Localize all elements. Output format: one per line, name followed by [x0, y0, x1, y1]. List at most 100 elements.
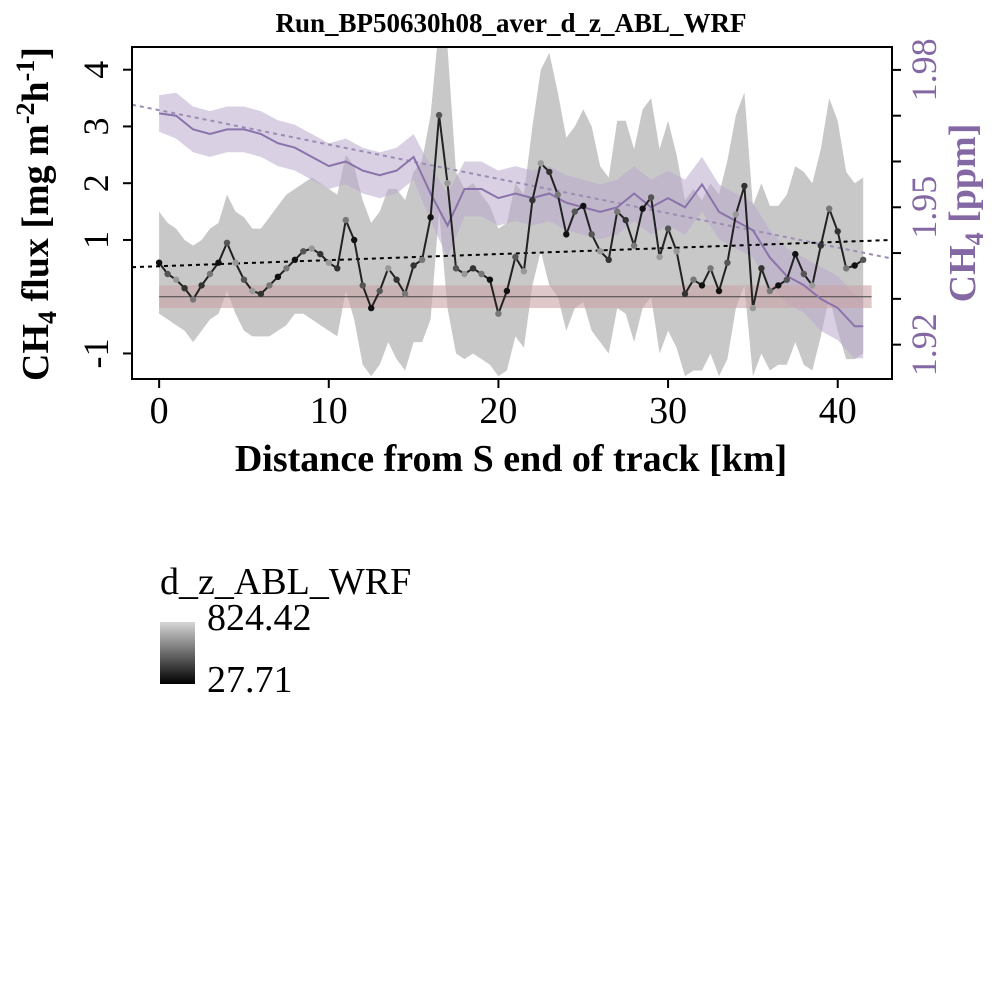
y-right-tick-label: 1.95: [904, 176, 944, 239]
flux-point: [860, 256, 867, 263]
flux-point: [410, 262, 417, 269]
flux-point: [232, 259, 239, 266]
flux-point: [495, 310, 502, 317]
flux-point: [172, 276, 180, 283]
flux-point: [164, 270, 171, 278]
flux-point: [681, 290, 689, 298]
flux-point: [529, 197, 536, 204]
flux-point: [749, 304, 757, 312]
flux-point: [257, 290, 265, 298]
flux-point: [834, 228, 841, 235]
flux-point: [198, 282, 205, 289]
flux-point: [351, 236, 358, 244]
flux-point: [155, 259, 163, 266]
flux-point: [546, 168, 553, 176]
flux-point: [673, 248, 680, 255]
legend-min-value: 27.71: [207, 659, 293, 701]
flux-point: [317, 250, 324, 258]
ch4-uncertainty-band: [159, 92, 864, 359]
flux-point: [291, 256, 299, 263]
flux-point: [817, 242, 824, 249]
flux-point: [698, 282, 706, 289]
flux-point: [639, 205, 646, 212]
flux-point: [249, 287, 256, 295]
y-left-tick-label: -1: [76, 339, 116, 369]
flux-point: [622, 216, 629, 224]
flux-point: [325, 259, 332, 266]
flux-point: [300, 248, 307, 255]
flux-point: [766, 287, 774, 295]
flux-point: [800, 270, 807, 278]
flux-point: [486, 276, 494, 283]
x-tick-label: 30: [649, 390, 687, 432]
flux-point: [563, 231, 570, 238]
ch4-trend-line: [132, 103, 892, 260]
flux-point: [707, 265, 714, 272]
flux-point: [478, 270, 485, 278]
flux-point: [715, 287, 723, 295]
x-tick-label: 20: [479, 390, 517, 432]
flux-point: [605, 256, 612, 263]
ch4-line: [158, 112, 864, 328]
plot-frame: [131, 46, 893, 380]
flux-point: [656, 253, 663, 261]
flux-point: [308, 245, 315, 252]
flux-point: [469, 265, 477, 272]
flux-point: [334, 265, 341, 272]
flux-point: [181, 285, 188, 292]
flux-point: [512, 253, 519, 261]
flux-point: [206, 270, 214, 278]
flux-point: [647, 194, 655, 201]
flux-point: [826, 205, 833, 212]
x-tick-label: 10: [310, 390, 348, 432]
y-left-tick-label: 1: [76, 231, 116, 249]
flux-point: [724, 259, 731, 266]
flux-point: [843, 265, 850, 272]
flux-point: [664, 225, 672, 232]
y-axis-right-label: CH4 [ppm]: [942, 124, 989, 303]
flux-point: [537, 160, 544, 167]
x-tick-label: 40: [819, 390, 857, 432]
y-left-tick-label: 4: [76, 61, 116, 79]
legend-max-value: 824.42: [207, 597, 312, 639]
flux-point: [503, 287, 511, 295]
y-axis-right: 1.92 1.95 1.98: [892, 38, 944, 376]
flux-point: [385, 265, 392, 272]
flux-point: [630, 242, 638, 249]
y-right-tick-label: 1.92: [904, 313, 944, 376]
flux-point: [401, 290, 409, 298]
x-tick-label: 0: [150, 390, 169, 432]
flux-point: [444, 180, 451, 187]
flux-point: [189, 296, 197, 303]
flux-point: [240, 276, 248, 283]
flux-point: [342, 216, 349, 224]
flux-point: [614, 208, 621, 215]
flux-point: [792, 250, 799, 258]
flux-point: [376, 287, 383, 295]
flux-point: [283, 265, 290, 272]
y-right-tick-label: 1.98: [904, 38, 944, 101]
flux-point: [461, 270, 468, 278]
flux-point: [783, 276, 790, 283]
flux-point: [418, 256, 426, 263]
plot-area: [132, 47, 892, 377]
flux-point: [266, 282, 273, 289]
flux-point: [588, 231, 595, 238]
flux-points: [155, 111, 867, 317]
flux-point: [368, 304, 375, 312]
y-axis-left: -1 1 2 3 4: [76, 61, 132, 369]
flux-point: [215, 259, 222, 266]
chart-title: Run_BP50630h08_aver_d_z_ABL_WRF: [275, 8, 746, 38]
flux-point: [690, 276, 697, 283]
flux-point: [435, 111, 443, 119]
flux-point: [758, 265, 765, 272]
flux-point: [597, 248, 604, 255]
y-left-tick-label: 3: [76, 118, 116, 136]
flux-point: [571, 208, 578, 215]
flux-point: [274, 273, 282, 280]
flux-point: [427, 214, 434, 221]
flux-point: [452, 265, 460, 272]
legend-title: d_z_ABL_WRF: [160, 561, 412, 603]
flux-point: [520, 268, 528, 275]
